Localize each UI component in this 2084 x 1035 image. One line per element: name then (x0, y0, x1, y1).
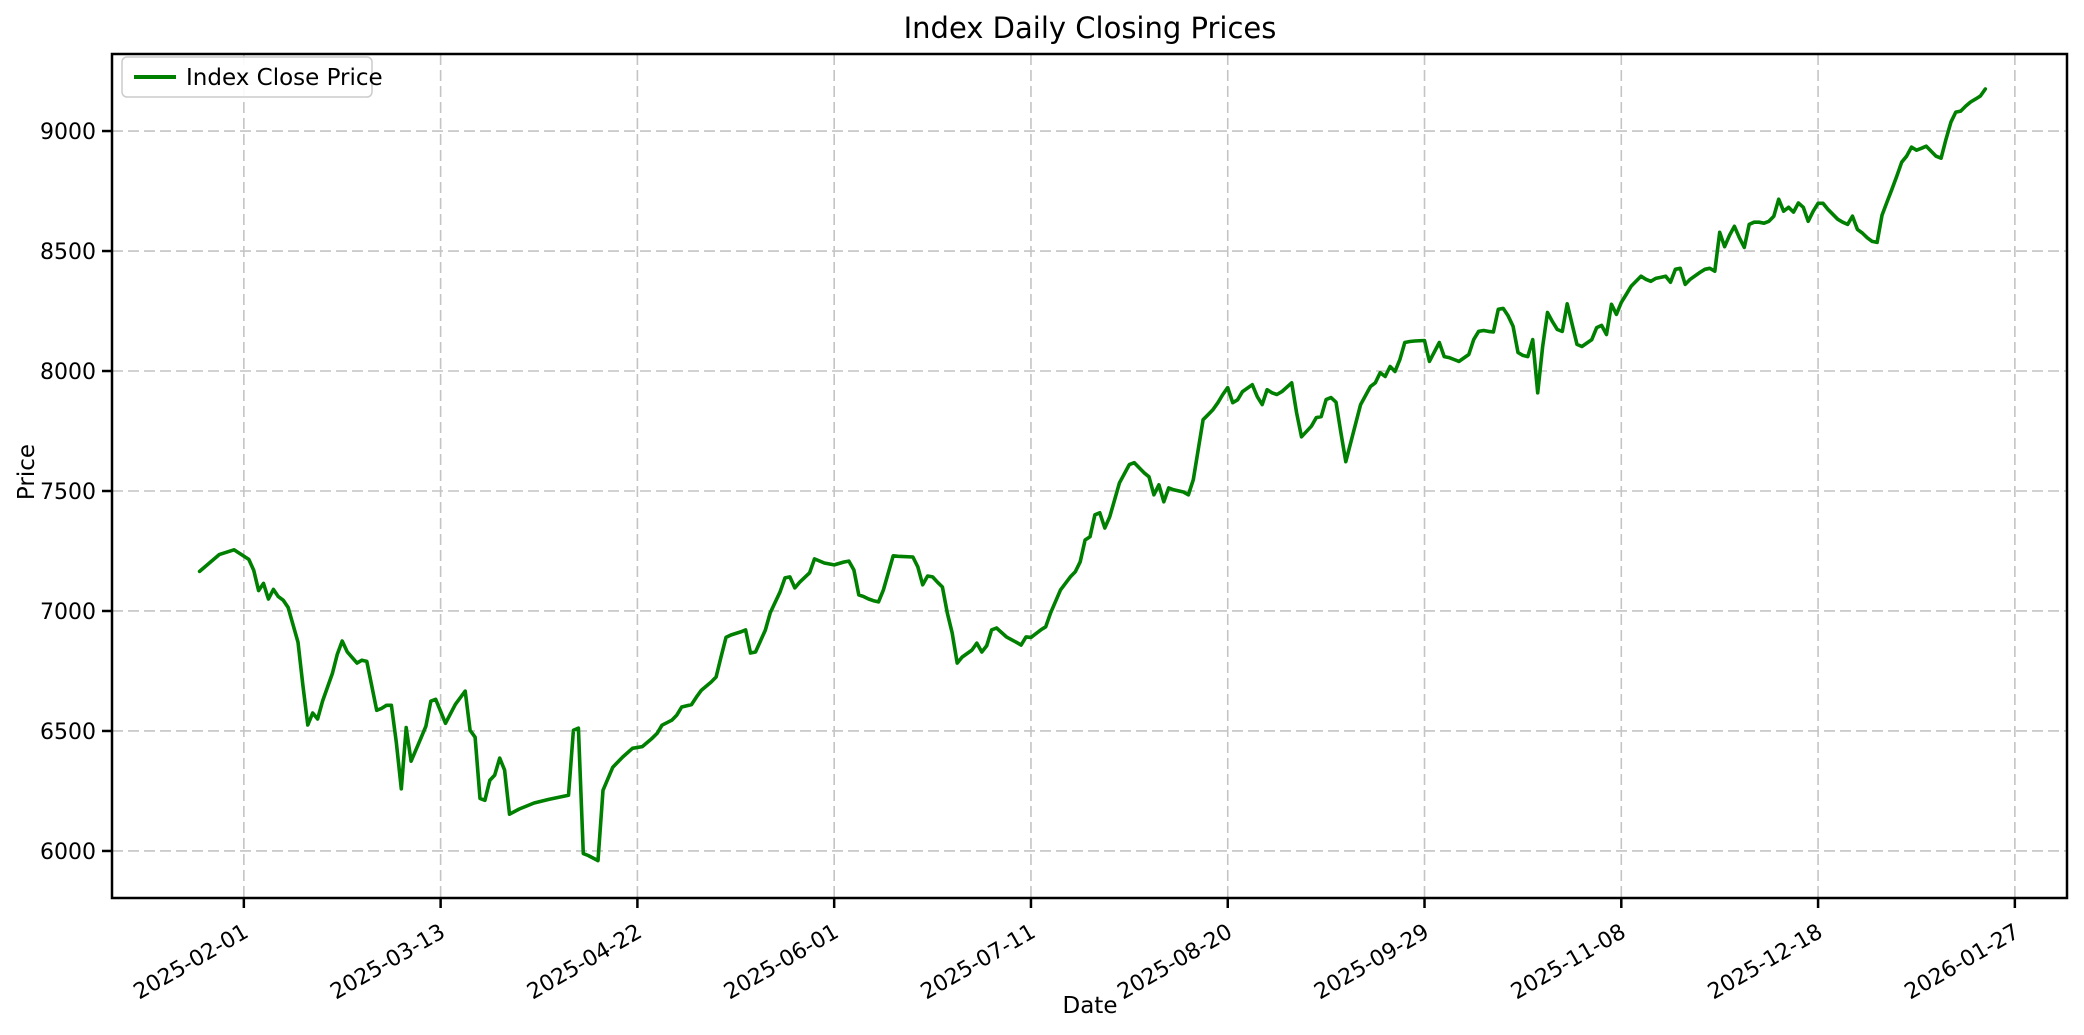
x-tick-label: 2026-01-27 (1901, 920, 2024, 1006)
x-tick-label: 2025-02-01 (130, 920, 253, 1006)
y-tick-label: 6500 (40, 720, 96, 745)
legend-label: Index Close Price (186, 65, 383, 91)
x-tick-label: 2025-07-11 (917, 920, 1040, 1006)
x-tick-label: 2025-03-13 (326, 920, 449, 1006)
y-axis-label: Price (14, 444, 40, 500)
x-tick-label: 2025-09-29 (1310, 920, 1433, 1006)
price-line (197, 87, 1988, 863)
chart-title: Index Daily Closing Prices (904, 11, 1277, 45)
axes-layer: 2025-02-01 2025-03-13 2025-04-22 2025-06-01… (40, 52, 2069, 1006)
y-tick-label: 7000 (40, 600, 96, 625)
y-tick-label: 6000 (40, 840, 96, 865)
x-tick-label: 2025-08-20 (1114, 920, 1237, 1006)
plot-border (110, 52, 2069, 900)
legend: Index Close Price (121, 56, 383, 98)
legend-box (121, 56, 373, 98)
x-tick-label: 2025-12-18 (1704, 920, 1827, 1006)
series-layer (197, 87, 1988, 863)
y-tick-label: 7500 (40, 480, 96, 505)
x-axis-label: Date (1063, 993, 1118, 1019)
y-tick-label: 8500 (40, 240, 96, 265)
y-tick-label: 9000 (40, 120, 96, 145)
grid-layer (112, 54, 2067, 898)
y-tick-label: 8000 (40, 360, 96, 385)
x-tick-label: 2025-11-08 (1507, 920, 1630, 1006)
x-tick-label: 2025-06-01 (720, 920, 843, 1006)
x-tick-label: 2025-04-22 (523, 920, 646, 1006)
